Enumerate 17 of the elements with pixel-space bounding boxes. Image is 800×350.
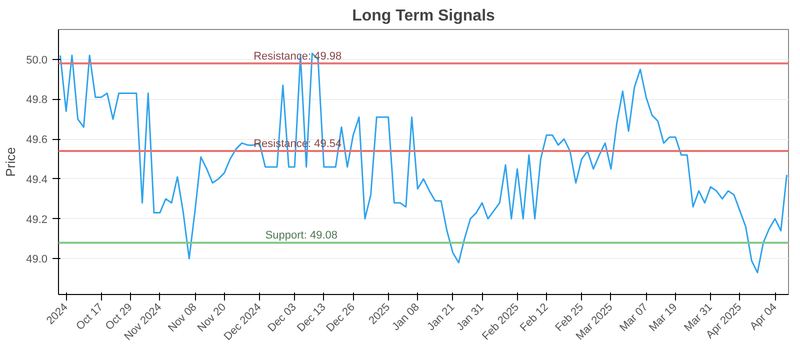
chart-title: Long Term Signals: [352, 8, 496, 24]
x-tick-label: Oct 17: [74, 301, 106, 333]
x-tick-label: Mar 19: [646, 301, 680, 334]
x-tick-label: Jan 21: [425, 301, 458, 334]
y-tick-label: 49.0: [26, 254, 48, 266]
y-axis-title: Price: [3, 147, 18, 177]
ref-line-label: Support: 49.08: [265, 230, 338, 242]
x-tick-label: Feb 12: [518, 301, 551, 334]
y-tick-label: 50.0: [26, 54, 48, 66]
y-tick-label: 49.4: [26, 174, 48, 186]
x-tick-label: Dec 26: [324, 301, 358, 334]
line-series: [60, 52, 788, 274]
y-tick-label: 49.2: [26, 214, 48, 226]
x-tick-label: Jan 08: [390, 301, 422, 334]
y-tick-label: 49.6: [26, 134, 48, 146]
x-tick-label: Apr 04: [748, 301, 780, 333]
y-tick-label: 49.8: [26, 94, 48, 106]
